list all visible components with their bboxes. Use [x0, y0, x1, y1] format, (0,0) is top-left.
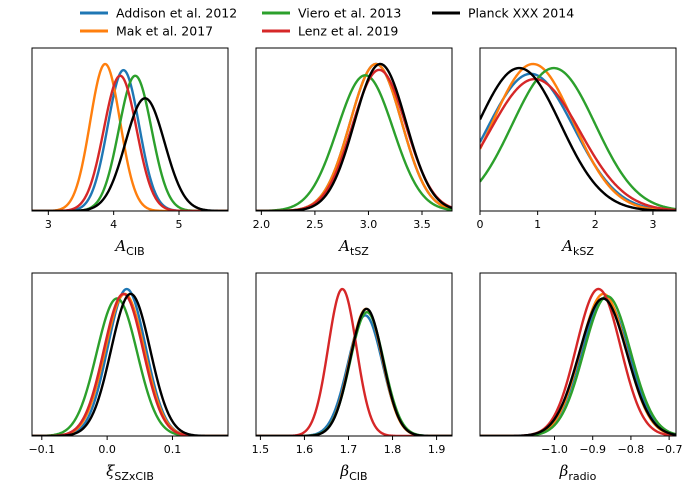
- panel-2: 2.0 2.5 3.0 3.5 AtSZ: [253, 47, 453, 258]
- panel-4: −0.1 0.0 0.1 ξSZxCIB: [28, 272, 229, 483]
- legend-label: Addison et al. 2012: [116, 6, 237, 21]
- panel-1: 3 4 5 ACIB: [31, 47, 229, 258]
- x-tick-label: 1.9: [428, 443, 446, 456]
- legend-entry: Viero et al. 2013: [262, 6, 401, 21]
- series-group: [256, 287, 452, 436]
- x-axis-label-symbol: A: [560, 237, 573, 255]
- panel-5: 1.5 1.6 1.7 1.8 1.9 βCIB: [252, 272, 453, 483]
- x-tick-label: 3: [45, 218, 52, 231]
- x-tick-label: 1.5: [252, 443, 270, 456]
- series-line-5: [32, 292, 228, 436]
- series-line-1: [480, 72, 676, 211]
- series-line-1: [32, 68, 228, 211]
- x-tick-label: 2.5: [306, 218, 324, 231]
- x-tick-label: 1.8: [384, 443, 402, 456]
- x-axis-label-subscript: tSZ: [350, 245, 369, 258]
- legend-entry: Planck XXX 2014: [432, 6, 574, 21]
- x-axis-label: AkSZ: [560, 237, 594, 258]
- series-line-2: [480, 62, 676, 211]
- series-group: [480, 62, 676, 211]
- x-axis-label-symbol: A: [337, 237, 350, 255]
- series-line-4: [32, 292, 228, 436]
- series-line-4: [480, 77, 676, 211]
- series-line-1: [32, 287, 228, 436]
- x-tick-label: 3.5: [413, 218, 431, 231]
- series-line-2: [32, 292, 228, 436]
- x-tick-label: 0.0: [98, 443, 116, 456]
- x-tick-label: 5: [176, 218, 183, 231]
- legend-entry: Addison et al. 2012: [80, 6, 237, 21]
- series-line-4: [256, 68, 452, 211]
- axes-frame: [255, 272, 453, 437]
- axes-frame: [31, 47, 229, 212]
- series-line-2: [32, 62, 228, 211]
- series-group: [256, 62, 452, 211]
- series-line-3: [480, 66, 676, 211]
- legend-entry: Mak et al. 2017: [80, 24, 213, 39]
- x-tick-label: 1.7: [340, 443, 358, 456]
- x-axis-label-symbol: A: [113, 237, 126, 255]
- x-axis-label-symbol: β: [339, 462, 349, 480]
- series-line-4: [32, 74, 228, 211]
- x-tick-label: 3: [649, 218, 656, 231]
- x-tick-label: −1.0: [541, 443, 568, 456]
- x-axis-label: βradio: [559, 462, 597, 483]
- axes-frame: [479, 272, 677, 437]
- legend: Addison et al. 2012 Mak et al. 2017 Viero …: [80, 6, 574, 39]
- x-axis-label-subscript: SZxCIB: [114, 470, 154, 483]
- x-axis-label: βCIB: [339, 462, 367, 483]
- x-tick-label: −0.1: [28, 443, 55, 456]
- x-tick-label: 4: [110, 218, 117, 231]
- x-tick-label: 1: [534, 218, 541, 231]
- x-axis-label-symbol: ξ: [106, 462, 115, 480]
- legend-label: Mak et al. 2017: [116, 24, 213, 39]
- series-line-1: [480, 297, 676, 436]
- legend-label: Planck XXX 2014: [468, 6, 574, 21]
- legend-label: Lenz et al. 2019: [298, 24, 398, 39]
- x-tick-label: −0.9: [579, 443, 606, 456]
- x-axis-label-subscript: CIB: [349, 470, 367, 483]
- legend-label: Viero et al. 2013: [298, 6, 401, 21]
- x-tick-label: 0.1: [164, 443, 182, 456]
- x-tick-label: 2: [592, 218, 599, 231]
- x-tick-label: −0.7: [656, 443, 683, 456]
- series-line-5: [480, 66, 676, 211]
- series-line-5: [32, 97, 228, 211]
- axes-frame: [31, 272, 229, 437]
- x-axis-label: ACIB: [113, 237, 144, 258]
- x-axis-label-subscript: radio: [568, 470, 596, 483]
- axes-frame: [479, 47, 677, 212]
- x-axis-label-subscript: CIB: [126, 245, 144, 258]
- x-tick-label: 2.0: [253, 218, 271, 231]
- x-tick-label: −0.8: [618, 443, 645, 456]
- panel-6: −1.0 −0.9 −0.8 −0.7 βradio: [479, 272, 683, 483]
- x-axis-label: ξSZxCIB: [106, 462, 154, 483]
- x-tick-label: 0: [477, 218, 484, 231]
- legend-entry: Lenz et al. 2019: [262, 24, 398, 39]
- series-line-3: [256, 74, 452, 211]
- series-line-5: [256, 307, 452, 436]
- series-line-3: [32, 297, 228, 436]
- x-axis-label-symbol: β: [559, 462, 569, 480]
- panel-3: 0 1 2 3 AkSZ: [477, 47, 677, 258]
- series-group: [480, 287, 676, 436]
- x-axis-label-subscript: kSZ: [573, 245, 594, 258]
- x-axis-label: AtSZ: [337, 237, 369, 258]
- x-tick-label: 3.0: [360, 218, 378, 231]
- x-tick-label: 1.6: [296, 443, 314, 456]
- series-group: [32, 62, 228, 211]
- axes-frame: [255, 47, 453, 212]
- series-line-4: [256, 287, 452, 436]
- series-group: [32, 287, 228, 436]
